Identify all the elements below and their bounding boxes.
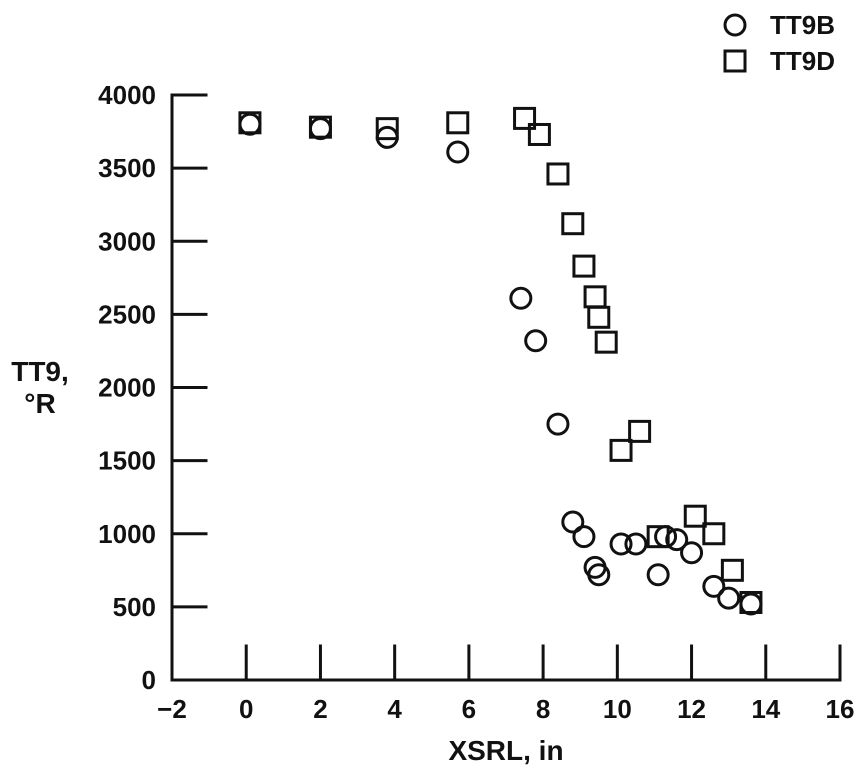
x-tick-label: 10 — [603, 694, 632, 724]
point-tt9b — [238, 112, 262, 136]
legend-item-tt9d: TT9D — [723, 46, 835, 76]
point-tt9d — [739, 590, 763, 614]
y-tick-label: 4000 — [98, 80, 156, 110]
y-tick-label: 1500 — [98, 446, 156, 476]
y-tick-label: 2500 — [98, 299, 156, 329]
y-ticks: 0 500 1000 1500 2000 2500 3000 3500 4000 — [98, 80, 208, 695]
y-tick-label: 0 — [142, 665, 156, 695]
data-points — [238, 106, 763, 616]
legend: TT9B TT9D — [723, 10, 835, 76]
legend-label-tt9b: TT9B — [770, 10, 835, 40]
x-tick-label: 6 — [462, 694, 476, 724]
point-tt9d — [594, 330, 618, 354]
point-tt9d — [446, 111, 470, 135]
x-tick-label: 0 — [239, 694, 253, 724]
point-tt9b — [509, 286, 533, 310]
point-tt9d — [587, 305, 611, 329]
point-tt9b — [680, 541, 704, 565]
point-tt9d — [683, 504, 707, 528]
legend-item-tt9b: TT9B — [723, 10, 835, 40]
point-tt9b — [587, 563, 611, 587]
y-axis-title-line-2: °R — [24, 388, 55, 419]
x-tick-label: 12 — [677, 694, 706, 724]
x-tick-label: 16 — [826, 694, 855, 724]
y-tick-label: 500 — [113, 592, 156, 622]
y-tick-label: 3000 — [98, 226, 156, 256]
x-tick-label: 14 — [751, 694, 780, 724]
y-axis-title-line-1: TT9, — [11, 356, 69, 387]
y-tick-label: 2000 — [98, 373, 156, 403]
point-tt9d — [527, 122, 551, 146]
point-tt9d — [628, 419, 652, 443]
point-tt9d — [375, 117, 399, 141]
legend-label-tt9d: TT9D — [770, 46, 835, 76]
point-tt9d — [572, 254, 596, 278]
point-tt9d — [513, 106, 537, 130]
point-tt9b — [561, 510, 585, 534]
point-tt9d — [720, 558, 744, 582]
point-tt9b — [609, 532, 633, 556]
point-tt9d — [646, 525, 670, 549]
point-tt9d — [561, 212, 585, 236]
point-tt9d — [583, 285, 607, 309]
point-tt9b — [446, 140, 470, 164]
x-axis-title: XSRL, in — [448, 735, 563, 766]
point-tt9d — [546, 162, 570, 186]
x-tick-label: −2 — [157, 694, 187, 724]
point-tt9b — [572, 525, 596, 549]
point-tt9b — [646, 563, 670, 587]
point-tt9b — [546, 412, 570, 436]
point-tt9b — [524, 329, 548, 353]
x-ticks: −2 0 2 4 6 8 10 12 14 16 — [157, 644, 855, 724]
y-tick-label: 3500 — [98, 153, 156, 183]
x-tick-label: 2 — [313, 694, 327, 724]
point-tt9b — [739, 592, 763, 616]
point-tt9d — [609, 438, 633, 462]
point-tt9b — [624, 532, 648, 556]
x-tick-label: 4 — [387, 694, 402, 724]
point-tt9d — [238, 111, 262, 135]
point-tt9b — [308, 117, 332, 141]
legend-marker-square — [723, 49, 747, 73]
y-tick-label: 1000 — [98, 519, 156, 549]
point-tt9b — [702, 574, 726, 598]
point-tt9d — [308, 115, 332, 139]
legend-marker-circle — [723, 13, 747, 37]
x-tick-label: 8 — [536, 694, 550, 724]
point-tt9b — [717, 586, 741, 610]
point-tt9d — [702, 522, 726, 546]
